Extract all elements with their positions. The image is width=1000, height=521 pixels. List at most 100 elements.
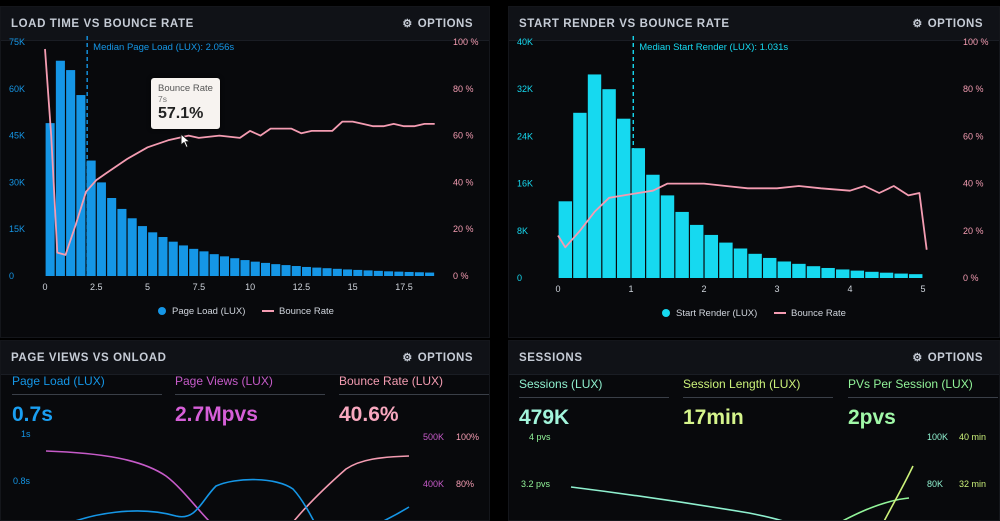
bar — [250, 261, 260, 276]
bar — [148, 232, 158, 276]
options-button[interactable]: ⚙ OPTIONS — [402, 17, 473, 30]
bar — [322, 268, 332, 276]
bar — [271, 264, 281, 276]
bar — [879, 272, 894, 278]
pvs-line — [842, 497, 910, 520]
y-tick-right: 40 min — [959, 432, 986, 442]
y-tick-left: 8K — [517, 226, 528, 236]
bar — [404, 271, 414, 276]
panel-title: LOAD TIME VS BOUNCE RATE — [11, 18, 194, 30]
x-tick: 1 — [629, 284, 634, 294]
y-tick-right: 40 % — [963, 179, 984, 189]
page-views-chart: 1s 0.8s 500K 400K 100% 80% — [13, 429, 479, 520]
legend-label: Start Render (LUX) — [676, 308, 757, 319]
metric-sessions: Sessions (LUX) 479K — [519, 377, 669, 430]
panel-title: START RENDER VS BOUNCE RATE — [519, 18, 730, 30]
bar — [850, 270, 865, 278]
y-tick-right: 100% — [456, 432, 479, 442]
y-tick-right: 0 % — [963, 273, 979, 283]
session-length-line — [883, 465, 914, 520]
y-tick-left: 30K — [9, 177, 25, 187]
metric-divider — [519, 397, 669, 398]
bar — [178, 245, 188, 276]
legend-label: Page Load (LUX) — [172, 306, 245, 317]
tooltip-subtitle: 7s — [158, 94, 167, 104]
metric-label: Session Length (LUX) — [683, 377, 801, 391]
start-render-chart: 0 8K 16K 24K 32K 40K 0 % 20 % 40 % 60 % 80 % 100 % 0… — [517, 36, 989, 319]
y-tick-left: 4 pvs — [529, 432, 551, 442]
bar — [107, 198, 117, 276]
metric-session-length: Session Length (LUX) 17min — [683, 377, 833, 430]
bar — [806, 266, 821, 278]
y-tick-left: 60K — [9, 84, 25, 94]
bar — [394, 271, 404, 276]
y-tick-right: 20 % — [453, 224, 474, 234]
panel-header: LOAD TIME VS BOUNCE RATE ⚙ OPTIONS — [1, 7, 489, 41]
bar — [602, 89, 616, 278]
metric-bounce-rate: Bounce Rate (LUX) 40.6% — [339, 374, 489, 427]
bar — [425, 272, 435, 276]
bar — [281, 265, 291, 276]
bar — [158, 237, 168, 276]
legend-label: Bounce Rate — [791, 308, 846, 319]
metric-value: 479K — [519, 406, 570, 429]
page-load-line — [383, 506, 410, 520]
cursor-icon — [180, 133, 192, 149]
bar — [117, 208, 127, 276]
options-button[interactable]: ⚙ OPTIONS — [912, 17, 983, 30]
y-tick-right: 40 % — [453, 177, 474, 187]
bar — [836, 269, 850, 278]
x-tick: 10 — [245, 282, 255, 292]
x-tick: 2 — [702, 284, 707, 294]
bar — [573, 112, 587, 278]
bar — [343, 269, 353, 276]
gear-icon: ⚙ — [402, 18, 413, 30]
y-tick-left: 45K — [9, 131, 25, 141]
page-views-panel: PAGE VIEWS VS ONLOAD ⚙ OPTIONS Page Load … — [0, 340, 490, 521]
y-tick-right: 0 % — [453, 271, 469, 281]
bar — [690, 224, 704, 278]
bar — [646, 174, 660, 278]
metric-value: 40.6% — [339, 403, 399, 426]
bar — [792, 263, 806, 278]
legend-marker — [662, 309, 670, 317]
bar — [76, 95, 86, 276]
tooltip-value: 57.1% — [158, 105, 204, 122]
x-tick: 15 — [348, 282, 358, 292]
options-button[interactable]: ⚙ OPTIONS — [912, 351, 983, 364]
options-label: OPTIONS — [417, 352, 473, 364]
metric-divider — [12, 394, 162, 395]
bar — [312, 267, 322, 276]
bar — [240, 260, 250, 276]
legend-label: Bounce Rate — [279, 306, 334, 317]
bar — [189, 248, 199, 276]
metric-value: 2pvs — [848, 406, 896, 429]
y-tick-right: 80% — [456, 479, 474, 489]
gear-icon: ⚙ — [912, 18, 923, 30]
y-tick-left: 0 — [9, 271, 14, 281]
options-button[interactable]: ⚙ OPTIONS — [402, 351, 473, 364]
metric-divider — [683, 397, 833, 398]
bar — [894, 273, 908, 278]
x-tick: 0 — [42, 282, 47, 292]
bar — [199, 251, 209, 276]
bar — [763, 257, 777, 278]
tooltip-title: Bounce Rate — [158, 83, 213, 94]
metric-divider — [175, 394, 325, 395]
load-time-chart: 0 15K 30K 45K 60K 75K 0 % 20 % 40 % 60 % 80 % 100 %… — [9, 36, 479, 317]
median-annotation: Median Start Render (LUX): 1.031s — [639, 42, 788, 53]
y-tick-left: 15K — [9, 224, 25, 234]
y-tick-right: 80K — [927, 479, 943, 489]
y-tick-left: 16K — [517, 179, 533, 189]
metric-value: 2.7Mpvs — [175, 403, 258, 426]
bar — [260, 262, 271, 276]
bar — [86, 160, 96, 276]
y-tick-left: 0.8s — [13, 476, 31, 486]
sessions-line — [570, 486, 783, 520]
bar — [363, 270, 373, 276]
bounce-rate-line — [44, 48, 435, 256]
panel-title: PAGE VIEWS VS ONLOAD — [11, 352, 167, 364]
bar — [353, 269, 363, 276]
metric-value: 17min — [683, 406, 744, 429]
bounce-rate-tooltip: Bounce Rate 7s 57.1% — [151, 78, 220, 129]
